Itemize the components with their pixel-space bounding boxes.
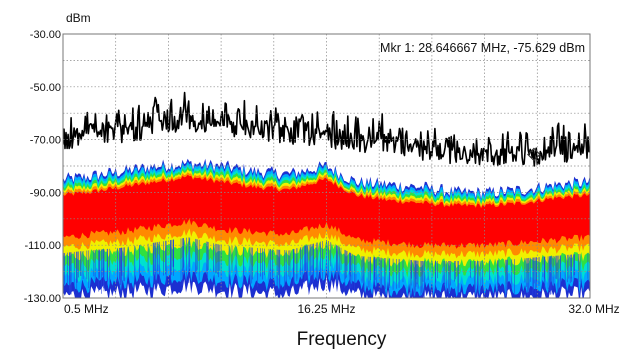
x-axis-title: Frequency <box>297 329 387 349</box>
marker-diamond[interactable] <box>527 147 541 162</box>
x-tick-label: 16.25 MHz <box>297 302 355 316</box>
max-hold-trace <box>63 91 590 167</box>
y-tick-label: -90.00 <box>30 187 61 199</box>
y-axis: -30.00 -50.00 -70.00 -90.00 -110.00 -130.00 <box>24 29 61 305</box>
y-tick-label: -70.00 <box>30 135 61 147</box>
y-unit-label: dBm <box>66 11 91 25</box>
y-tick-label: -30.00 <box>30 29 61 41</box>
y-tick-label: -110.00 <box>25 240 62 252</box>
y-tick-label: -50.00 <box>30 82 61 94</box>
x-axis: 0.5 MHz 16.25 MHz 32.0 MHz <box>64 302 620 316</box>
plot-frame <box>62 33 591 299</box>
peak-trace-layer <box>63 91 590 167</box>
marker-readout: Mkr 1: 28.646667 MHz, -75.629 dBm <box>380 41 585 55</box>
density-band-7 <box>63 174 590 249</box>
x-tick-label: 32.0 MHz <box>568 302 619 316</box>
grid-layer <box>63 34 590 298</box>
marker-layer <box>527 147 541 162</box>
x-tick-label: 0.5 MHz <box>64 302 109 316</box>
density-layer <box>63 158 590 298</box>
y-tick-label: -130.00 <box>24 293 61 305</box>
